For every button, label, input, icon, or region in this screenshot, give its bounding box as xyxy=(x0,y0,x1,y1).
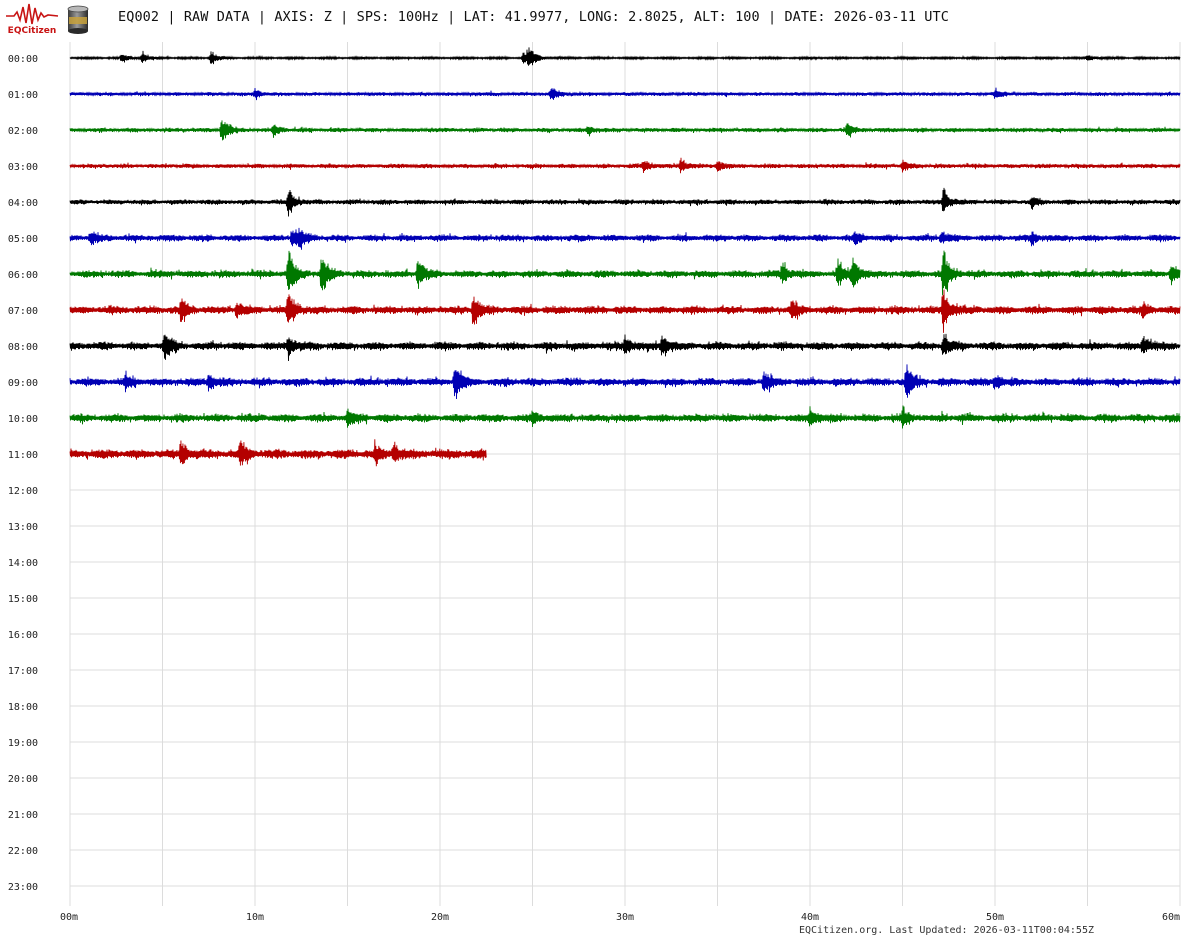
trace-0600 xyxy=(69,250,1181,296)
minute-tick-label: 10m xyxy=(246,912,264,923)
minute-labels: 00m 10m 20m 30m 40m 50m 60m xyxy=(60,912,1180,923)
logo-text: EQCitizen xyxy=(7,26,57,36)
sensor-icon xyxy=(66,4,90,34)
trace-0800 xyxy=(69,333,1181,361)
minute-tick-label: 60m xyxy=(1162,912,1180,923)
trace-0000 xyxy=(69,47,1181,66)
hour-label: 04:00 xyxy=(8,198,38,209)
seismic-traces xyxy=(69,47,1181,467)
eqcitizen-logo[interactable]: EQCitizen xyxy=(4,2,60,38)
minute-tick-label: 40m xyxy=(801,912,819,923)
hour-label: 18:00 xyxy=(8,702,38,713)
hour-label: 16:00 xyxy=(8,630,38,641)
trace-0400 xyxy=(69,187,1181,217)
trace-0300 xyxy=(69,157,1181,174)
minute-tick-label: 00m xyxy=(60,912,78,923)
hour-label: 11:00 xyxy=(8,450,38,461)
minute-tick-label: 20m xyxy=(431,912,449,923)
trace-0700 xyxy=(69,289,1181,333)
hour-label: 12:00 xyxy=(8,486,38,497)
trace-0500 xyxy=(69,227,1181,250)
hour-label: 23:00 xyxy=(8,882,38,893)
page-title: EQ002 | RAW DATA | AXIS: Z | SPS: 100Hz … xyxy=(118,9,949,25)
hour-label: 08:00 xyxy=(8,342,38,353)
hour-label: 03:00 xyxy=(8,162,38,173)
last-updated-footer[interactable]: EQCitizen.org. Last Updated: 2026-03-11T… xyxy=(798,925,1094,936)
hour-label: 20:00 xyxy=(8,774,38,785)
minute-tick-label: 50m xyxy=(986,912,1004,923)
hour-label: 01:00 xyxy=(8,90,38,101)
trace-1000 xyxy=(69,405,1181,429)
trace-0200 xyxy=(69,120,1181,141)
hour-label: 00:00 xyxy=(8,54,38,65)
hour-labels: 00:00 01:00 02:00 03:00 04:00 05:00 06:00 07:00… xyxy=(8,54,38,893)
hour-label: 19:00 xyxy=(8,738,38,749)
trace-1100 xyxy=(69,439,487,467)
hour-label: 13:00 xyxy=(8,522,38,533)
hour-label: 07:00 xyxy=(8,306,38,317)
hour-label: 14:00 xyxy=(8,558,38,569)
chart-grid xyxy=(69,42,1181,906)
hour-label: 15:00 xyxy=(8,594,38,605)
hour-label: 05:00 xyxy=(8,234,38,245)
hour-label: 06:00 xyxy=(8,270,38,281)
trace-0100 xyxy=(69,87,1181,101)
hour-label: 17:00 xyxy=(8,666,38,677)
helicorder-chart: 00:00 01:00 02:00 03:00 04:00 05:00 06:00 07:00… xyxy=(8,42,1181,923)
hour-label: 02:00 xyxy=(8,126,38,137)
trace-0900 xyxy=(69,364,1181,400)
header: EQCitizen EQ002 | RAW DATA | AXIS: Z | S… xyxy=(0,0,1200,40)
hour-label: 21:00 xyxy=(8,810,38,821)
hour-label: 09:00 xyxy=(8,378,38,389)
seismogram-logo-icon xyxy=(6,3,59,25)
minute-tick-label: 30m xyxy=(616,912,634,923)
hour-label: 10:00 xyxy=(8,414,38,425)
hour-label: 22:00 xyxy=(8,846,38,857)
